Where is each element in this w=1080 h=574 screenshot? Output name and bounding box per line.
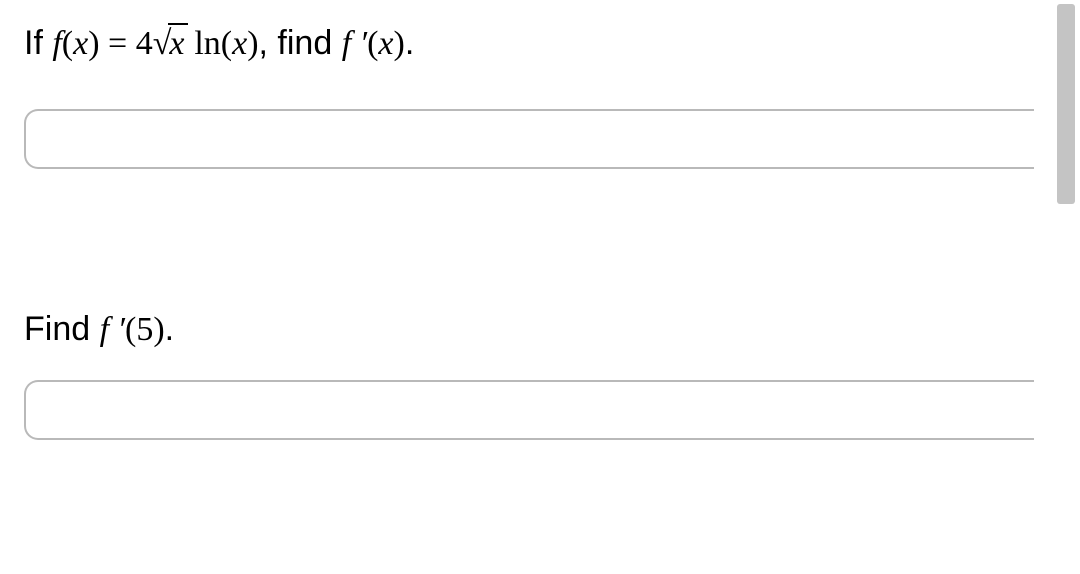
q1-equals: = [100, 25, 136, 62]
answer-input-2[interactable] [24, 380, 1034, 440]
q2-prefix: Find [24, 310, 100, 348]
answer-input-1[interactable] [24, 109, 1034, 169]
q1-deriv-arg: x [378, 25, 393, 62]
q2-derivative-expr: f ′(5) [100, 311, 165, 348]
q1-mid-text: , find [259, 24, 342, 62]
q1-coef: 4 [136, 25, 153, 62]
sqrt-arg: x [168, 23, 187, 62]
question1-prompt: If f(x) = 4√x ln(x), find f ′(x). [24, 18, 1030, 69]
q1-derivative-expr: f ′(x) [342, 25, 405, 62]
q2-suffix: . [165, 310, 174, 348]
q1-log-arg: x [232, 25, 247, 62]
q1-function-expr: f(x) = 4√x ln(x) [52, 25, 258, 62]
sqrt-expression: √x [153, 18, 188, 69]
q2-deriv-arg: 5 [136, 311, 153, 348]
q1-deriv-name: f ′ [342, 25, 367, 62]
question2-prompt: Find f ′(5). [24, 304, 1030, 355]
content-area: If f(x) = 4√x ln(x), find f ′(x). Find f… [0, 0, 1030, 440]
q1-var-1: x [73, 25, 88, 62]
q1-func-name: f [52, 25, 61, 62]
q1-suffix: . [405, 24, 414, 62]
q1-prefix: If [24, 24, 52, 62]
vertical-scrollbar[interactable] [1057, 4, 1075, 204]
q1-log-fn: ln [194, 25, 220, 62]
q2-deriv-name: f ′ [100, 311, 125, 348]
